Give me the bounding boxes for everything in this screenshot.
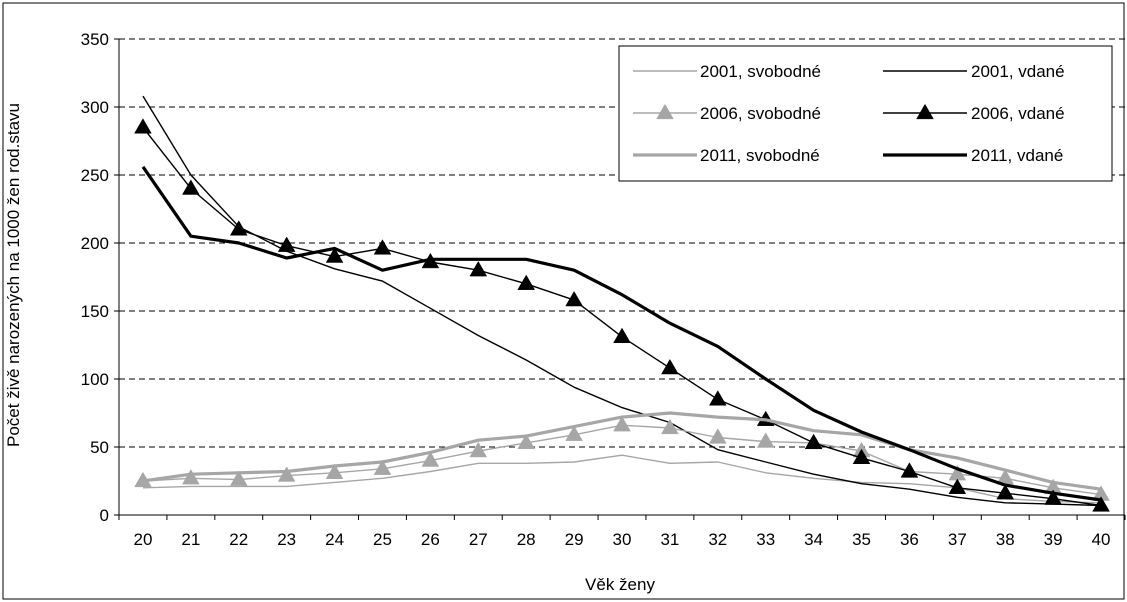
data-point-marker	[756, 432, 775, 448]
data-point-marker	[373, 239, 392, 255]
data-point-marker	[517, 274, 536, 290]
data-point-marker	[517, 433, 536, 450]
data-point-marker	[182, 469, 200, 485]
series-line-5	[141, 165, 1102, 502]
y-tick-label-350: 350	[81, 30, 109, 49]
x-tick-label-35: 35	[852, 530, 871, 549]
x-tick-label-21: 21	[181, 530, 200, 549]
x-tick-label-38: 38	[996, 530, 1015, 549]
data-point-marker	[661, 358, 679, 375]
x-tick-label-23: 23	[277, 530, 296, 549]
x-tick-label-24: 24	[325, 530, 344, 549]
data-point-marker	[565, 425, 583, 441]
legend-marker-2	[656, 103, 674, 120]
y-tick-label-0: 0	[100, 506, 109, 525]
data-point-marker	[804, 433, 823, 450]
data-point-marker	[229, 220, 248, 236]
legend-label-3: 2006, vdané	[971, 104, 1065, 123]
x-tick-label-36: 36	[900, 530, 919, 549]
y-tick-label-200: 200	[81, 234, 109, 253]
data-point-marker	[277, 236, 296, 252]
x-tick-label-33: 33	[756, 530, 775, 549]
legend-box	[618, 45, 1113, 182]
data-point-marker	[325, 463, 344, 479]
x-tick-label-20: 20	[133, 530, 152, 549]
data-point-marker	[996, 484, 1015, 500]
axes	[114, 38, 1126, 520]
y-tick-label-150: 150	[81, 302, 109, 321]
data-point-marker	[565, 290, 583, 307]
data-point-marker	[900, 462, 919, 478]
x-tick-label-40: 40	[1092, 530, 1111, 549]
legend-marker-3	[916, 103, 934, 120]
x-tick-label-39: 39	[1044, 530, 1063, 549]
x-tick-label-22: 22	[229, 530, 248, 549]
y-tick-label-50: 50	[90, 438, 109, 457]
legend-label-1: 2001, vdané	[971, 62, 1065, 81]
y-tick-label-250: 250	[81, 166, 109, 185]
x-tick-label-28: 28	[517, 530, 536, 549]
y-axis-title: Počet živě narozených na 1000 žen rod.st…	[4, 103, 23, 447]
data-point-marker	[948, 478, 967, 494]
x-tick-label-32: 32	[708, 530, 727, 549]
data-point-marker	[661, 418, 679, 435]
x-tick-label-37: 37	[948, 530, 967, 549]
data-point-marker	[373, 459, 392, 475]
data-point-marker	[277, 466, 296, 482]
data-point-marker	[134, 118, 152, 134]
legend: 2001, svobodné 2001, vdané 2006, svobodné 2…	[618, 45, 1113, 182]
data-point-marker	[708, 428, 727, 444]
y-tick-label-300: 300	[81, 98, 109, 117]
legend-label-5: 2011, vdané	[971, 146, 1063, 165]
data-point-marker	[229, 470, 248, 486]
data-point-marker	[1044, 489, 1062, 505]
series-line-1	[142, 95, 1102, 507]
series-line-0	[142, 454, 1102, 504]
x-tick-label-29: 29	[565, 530, 584, 549]
x-tick-labels: 20 21 22 23 24 25 26 27 28 29 30 31 32 33 34 35 36 37 38 39…	[133, 530, 1110, 549]
x-tick-label-31: 31	[660, 530, 679, 549]
x-tick-label-27: 27	[469, 530, 488, 549]
x-tick-label-25: 25	[373, 530, 392, 549]
y-tick-labels: 0 50 100 150 200 250 300 350	[81, 30, 109, 525]
data-point-marker	[182, 179, 200, 195]
legend-label-4: 2011, svobodné	[700, 146, 820, 165]
data-point-marker	[708, 390, 727, 406]
data-point-marker	[469, 441, 488, 458]
x-axis-title: Věk ženy	[585, 575, 655, 594]
y-tick-label-100: 100	[81, 370, 109, 389]
series-group	[134, 95, 1110, 512]
data-point-marker	[852, 448, 871, 465]
data-point-marker	[613, 327, 631, 343]
data-point-marker	[1092, 496, 1110, 512]
data-point-marker	[421, 451, 440, 467]
series-line-4	[142, 411, 1102, 491]
x-tick-label-30: 30	[613, 530, 632, 549]
x-tick-label-26: 26	[421, 530, 440, 549]
legend-label-0: 2001, svobodné	[700, 62, 821, 81]
x-tick-label-34: 34	[804, 530, 823, 549]
data-point-marker	[325, 247, 344, 263]
data-point-marker	[469, 261, 488, 277]
data-point-marker	[613, 416, 631, 432]
legend-label-2: 2006, svobodné	[700, 104, 821, 123]
